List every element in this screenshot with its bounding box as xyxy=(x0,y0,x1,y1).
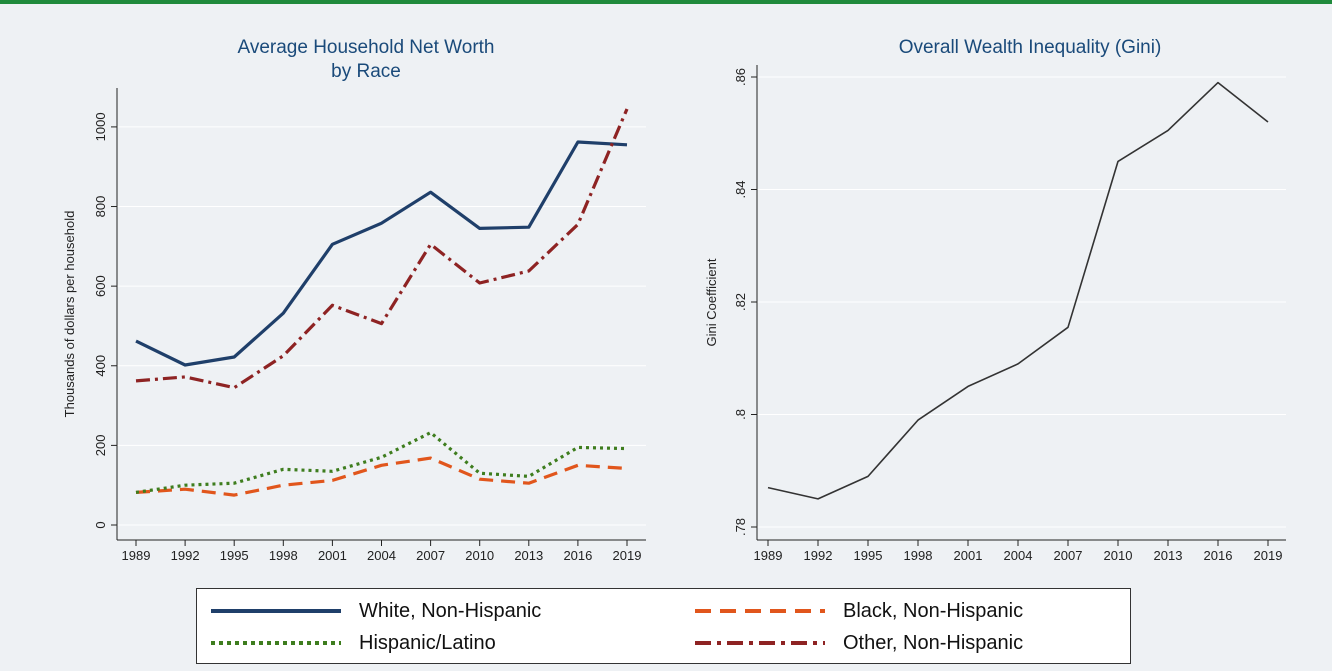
left-xtick-label: 2001 xyxy=(318,548,347,563)
right-xtick-label: 2007 xyxy=(1054,548,1083,563)
legend-label-white: White, Non-Hispanic xyxy=(359,599,542,622)
legend-label-black: Black, Non-Hispanic xyxy=(843,599,1024,622)
legend-item-hispanic: Hispanic/Latino xyxy=(211,628,496,658)
left-xtick-label: 2019 xyxy=(613,548,642,563)
left-chart-title: Average Household Net Worth xyxy=(237,37,494,58)
left-y-axis-label: Thousands of dollars per household xyxy=(62,211,77,418)
right-xtick-label: 1992 xyxy=(804,548,833,563)
left-ytick-label: 800 xyxy=(93,196,108,218)
legend-item-black: Black, Non-Hispanic xyxy=(695,596,1023,626)
left-xtick-label: 2016 xyxy=(563,548,592,563)
right-ytick-label: .86 xyxy=(733,68,748,86)
left-ytick-label: 1000 xyxy=(93,112,108,141)
right-ytick-label: .84 xyxy=(733,180,748,198)
right-xtick-label: 2016 xyxy=(1204,548,1233,563)
legend-item-other: Other, Non-Hispanic xyxy=(695,628,1023,658)
left-ytick-label: 600 xyxy=(93,275,108,297)
right-y-axis-label: Gini Coefficient xyxy=(704,258,719,346)
right-xtick-label: 2010 xyxy=(1104,548,1133,563)
series-line-hispanic-latino xyxy=(135,431,628,494)
left-chart-subtitle: by Race xyxy=(331,61,401,82)
left-ytick-label: 0 xyxy=(93,521,108,528)
left-plot-area xyxy=(117,88,646,540)
left-xtick-label: 2004 xyxy=(367,548,396,563)
series-line-other-non-hispanic xyxy=(135,108,629,390)
legend-item-white: White, Non-Hispanic xyxy=(211,596,541,626)
right-xtick-label: 1989 xyxy=(754,548,783,563)
left-ytick-label: 200 xyxy=(93,435,108,457)
right-xtick-label: 2004 xyxy=(1004,548,1033,563)
left-xtick-label: 2013 xyxy=(514,548,543,563)
legend-swatch-other xyxy=(695,641,825,645)
left-chart: 0 200 400 600 800 1000 1989 1992 1995 1998 2001 200… xyxy=(62,37,646,563)
left-xtick-label: 1989 xyxy=(122,548,151,563)
left-xtick-label: 2007 xyxy=(416,548,445,563)
legend-label-hispanic: Hispanic/Latino xyxy=(359,631,496,654)
legend-swatch-white xyxy=(211,609,341,613)
right-xtick-label: 2013 xyxy=(1154,548,1183,563)
left-xtick-label: 1992 xyxy=(171,548,200,563)
left-xtick-label: 1998 xyxy=(269,548,298,563)
left-xtick-label: 2010 xyxy=(465,548,494,563)
series-line-black-non-hispanic xyxy=(135,456,628,497)
top-accent-rule xyxy=(0,0,1332,4)
legend-swatch-hispanic xyxy=(211,641,341,645)
right-ytick-label: .78 xyxy=(733,518,748,536)
right-xtick-label: 2019 xyxy=(1254,548,1283,563)
right-xtick-label: 1995 xyxy=(854,548,883,563)
gini-series-line xyxy=(767,81,1269,500)
right-xtick-label: 1998 xyxy=(904,548,933,563)
legend: White, Non-Hispanic Black, Non-Hispanic … xyxy=(196,588,1131,664)
right-xtick-label: 2001 xyxy=(954,548,983,563)
left-xtick-label: 1995 xyxy=(220,548,249,563)
legend-swatch-black xyxy=(695,609,825,613)
right-chart: .78 .8 .82 .84 .86 1989 1992 1995 1998 2001 2004 20… xyxy=(704,37,1286,563)
right-ytick-label: .82 xyxy=(733,293,748,311)
right-chart-title: Overall Wealth Inequality (Gini) xyxy=(899,37,1162,58)
left-ytick-label: 400 xyxy=(93,355,108,377)
right-ytick-label: .8 xyxy=(733,409,748,420)
legend-label-other: Other, Non-Hispanic xyxy=(843,631,1024,654)
series-line-white-non-hispanic xyxy=(135,140,628,367)
